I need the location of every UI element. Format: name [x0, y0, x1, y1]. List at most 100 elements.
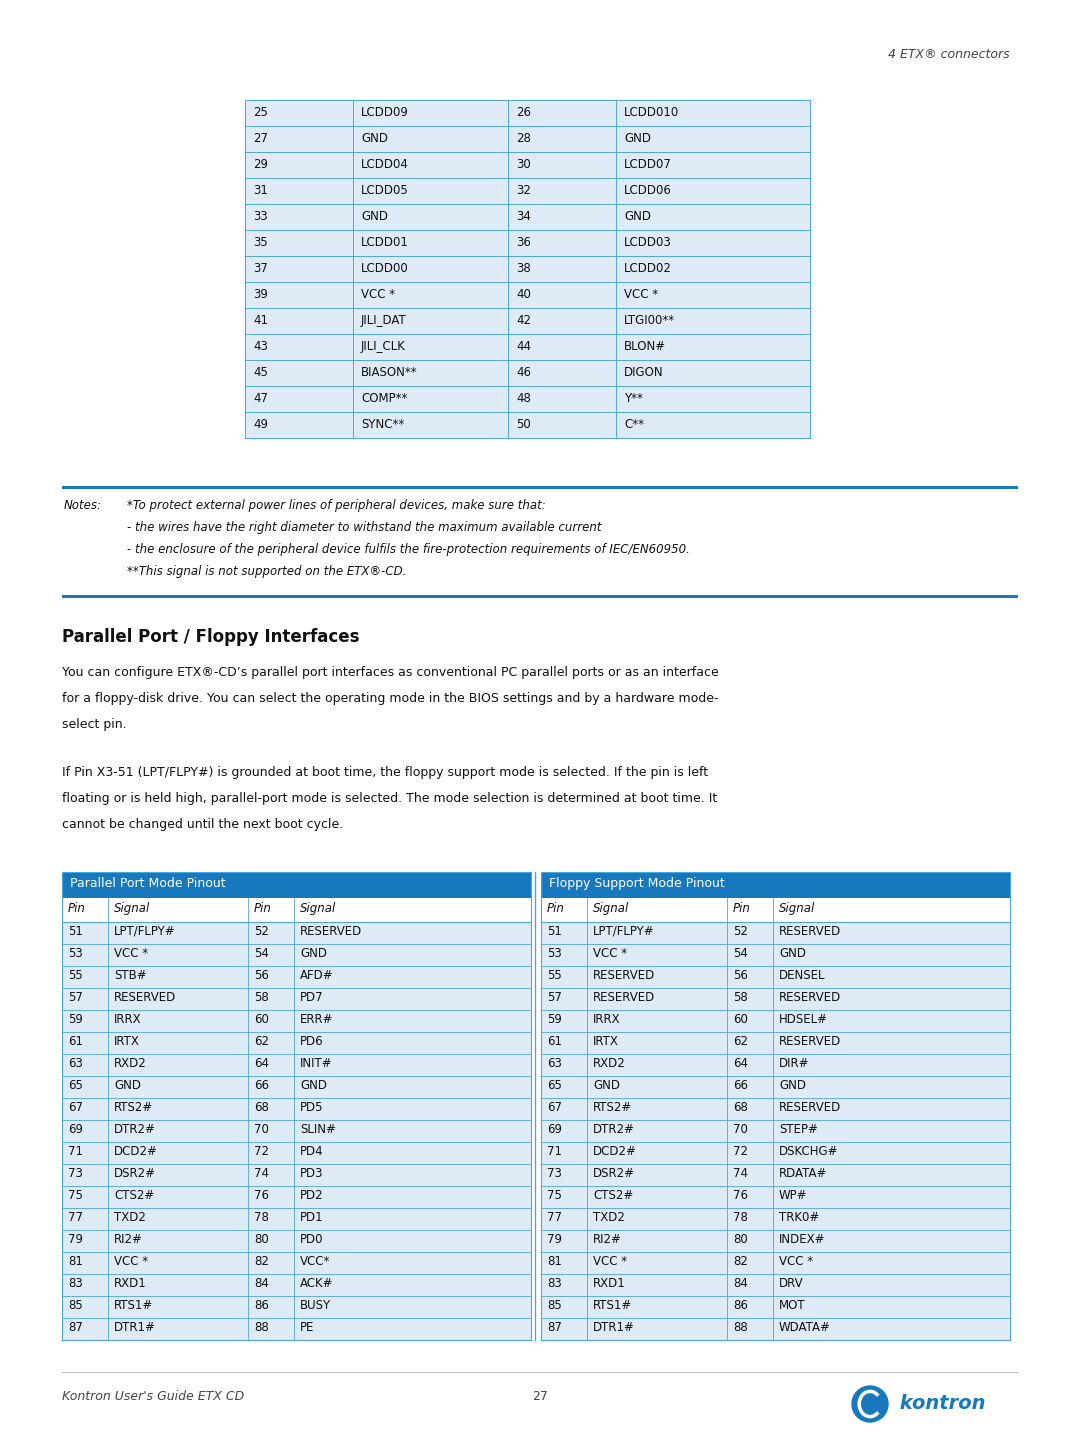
Text: GND: GND [114, 1079, 141, 1092]
Bar [245, 360, 810, 386]
Text: Signal: Signal [300, 902, 336, 915]
Text: TXD2: TXD2 [593, 1212, 625, 1225]
Text: AFD#: AFD# [300, 968, 334, 981]
Text: RESERVED: RESERVED [593, 968, 656, 981]
Text: You can configure ETX®-CD’s parallel port interfaces as conventional PC parallel: You can configure ETX®-CD’s parallel por… [62, 666, 719, 679]
Text: RESERVED: RESERVED [779, 991, 841, 1004]
Text: RESERVED: RESERVED [779, 925, 841, 938]
Text: cannot be changed until the next boot cycle.: cannot be changed until the next boot cy… [62, 817, 343, 830]
Bar [62, 989, 531, 1010]
Bar [541, 1053, 1010, 1076]
Text: LCDD05: LCDD05 [361, 184, 408, 197]
Text: LCDD03: LCDD03 [624, 236, 672, 249]
Text: DCD2#: DCD2# [593, 1145, 637, 1158]
Text: PD4: PD4 [300, 1145, 324, 1158]
Text: 67: 67 [68, 1101, 83, 1114]
Text: IRTX: IRTX [593, 1035, 619, 1048]
Bar [62, 1032, 531, 1053]
Text: 83: 83 [68, 1276, 83, 1289]
Bar [541, 1297, 1010, 1318]
Text: 73: 73 [546, 1167, 562, 1180]
Bar [62, 944, 531, 966]
Text: 72: 72 [254, 1145, 269, 1158]
Text: RI2#: RI2# [593, 1233, 622, 1246]
Text: 47: 47 [253, 391, 268, 404]
Text: 74: 74 [254, 1167, 269, 1180]
Text: GND: GND [624, 210, 651, 223]
Text: VCC *: VCC * [779, 1255, 813, 1268]
Text: PD3: PD3 [300, 1167, 324, 1180]
Text: 43: 43 [253, 340, 268, 353]
Text: WP#: WP# [779, 1189, 808, 1202]
Text: select pin.: select pin. [62, 718, 126, 731]
Text: VCC*: VCC* [300, 1255, 330, 1268]
Text: 50: 50 [516, 417, 530, 432]
Text: 70: 70 [254, 1122, 269, 1135]
Text: 54: 54 [254, 947, 269, 960]
Text: MOT: MOT [779, 1299, 806, 1312]
Bar [541, 966, 1010, 989]
Text: 77: 77 [546, 1212, 562, 1225]
Text: PD2: PD2 [300, 1189, 324, 1202]
Bar [245, 256, 810, 282]
Bar [62, 1297, 531, 1318]
Text: 72: 72 [733, 1145, 748, 1158]
Text: - the enclosure of the peripheral device fulfils the fire-protection requirement: - the enclosure of the peripheral device… [127, 543, 690, 555]
Text: DTR1#: DTR1# [593, 1321, 635, 1334]
Text: LCDD00: LCDD00 [361, 262, 408, 275]
Text: VCC *: VCC * [593, 1255, 627, 1268]
Bar [245, 412, 810, 437]
Text: 64: 64 [254, 1058, 269, 1071]
Bar [62, 594, 1018, 599]
Text: RESERVED: RESERVED [779, 1101, 841, 1114]
Bar [541, 1207, 1010, 1230]
Text: Pin: Pin [546, 902, 565, 915]
Text: 76: 76 [254, 1189, 269, 1202]
Text: LCDD09: LCDD09 [361, 106, 409, 119]
Bar [541, 1274, 1010, 1297]
Text: 27: 27 [532, 1390, 548, 1403]
Bar [541, 1230, 1010, 1252]
Bar [245, 334, 810, 360]
Bar [245, 99, 810, 127]
Text: 62: 62 [254, 1035, 269, 1048]
Text: 75: 75 [546, 1189, 562, 1202]
Text: Signal: Signal [114, 902, 150, 915]
Text: 87: 87 [546, 1321, 562, 1334]
Text: 62: 62 [733, 1035, 748, 1048]
Bar [62, 486, 1018, 489]
Text: 4 ETX® connectors: 4 ETX® connectors [889, 47, 1010, 60]
Text: IRRX: IRRX [114, 1013, 141, 1026]
Text: CTS2#: CTS2# [593, 1189, 633, 1202]
Text: RESERVED: RESERVED [593, 991, 656, 1004]
Text: INIT#: INIT# [300, 1058, 333, 1071]
Bar [62, 1098, 531, 1120]
Text: 65: 65 [546, 1079, 562, 1092]
Text: kontron: kontron [893, 1394, 986, 1413]
Text: RESERVED: RESERVED [114, 991, 176, 1004]
Text: for a floppy-disk drive. You can select the operating mode in the BIOS settings : for a floppy-disk drive. You can select … [62, 692, 718, 705]
Text: BUSY: BUSY [300, 1299, 332, 1312]
Text: VCC *: VCC * [114, 947, 148, 960]
Text: LCDD02: LCDD02 [624, 262, 672, 275]
Text: 41: 41 [253, 314, 268, 327]
Text: 51: 51 [546, 925, 562, 938]
Text: 85: 85 [546, 1299, 562, 1312]
Text: 88: 88 [733, 1321, 747, 1334]
Text: GND: GND [624, 132, 651, 145]
Bar [62, 1318, 531, 1340]
Text: 76: 76 [733, 1189, 748, 1202]
Text: LCDD010: LCDD010 [624, 106, 679, 119]
Bar [62, 1143, 531, 1164]
Text: RTS2#: RTS2# [114, 1101, 153, 1114]
Bar [541, 872, 1010, 898]
Text: 60: 60 [733, 1013, 747, 1026]
Text: DTR2#: DTR2# [114, 1122, 156, 1135]
Text: 84: 84 [254, 1276, 269, 1289]
Text: 53: 53 [546, 947, 562, 960]
Text: 82: 82 [733, 1255, 747, 1268]
Bar [62, 1164, 531, 1186]
Text: DIGON: DIGON [624, 366, 663, 378]
Bar [62, 922, 531, 944]
Text: LPT/FLPY#: LPT/FLPY# [593, 925, 654, 938]
